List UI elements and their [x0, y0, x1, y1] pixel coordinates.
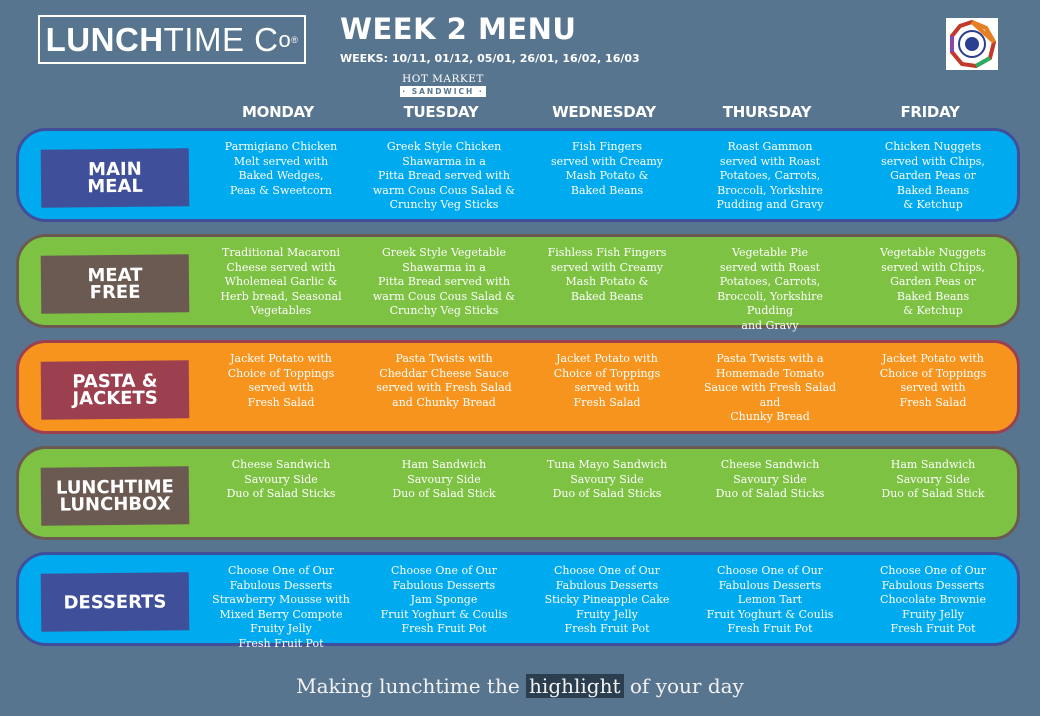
menu-item-lunchtime-lunchbox-friday: Ham Sandwich Savoury Side Duo of Salad S… [881, 458, 985, 500]
menu-item-desserts-monday: Choose One of Our Fabulous Desserts Stra… [212, 564, 350, 650]
menu-item-main-meal-wednesday: Fish Fingers served with Creamy Mash Pot… [551, 140, 663, 197]
day-thursday: THURSDAY [722, 103, 812, 121]
menu-item-desserts-thursday: Choose One of Our Fabulous Desserts Lemo… [706, 564, 834, 635]
tagline-start: Making lunchtime the [296, 674, 527, 698]
logo-text-bold: LUNCH [45, 20, 164, 58]
tagline: Making lunchtime the highlight of your d… [0, 674, 1040, 698]
menu-item-pasta-jackets-thursday: Pasta Twists with a Homemade Tomato Sauc… [703, 352, 837, 423]
tagline-highlight: highlight [526, 674, 624, 698]
day-tuesday: TUESDAY [403, 103, 479, 121]
logo-text-o: o [278, 26, 292, 52]
menu-item-pasta-jackets-tuesday: Pasta Twists with Cheddar Cheese Sauce s… [376, 352, 512, 409]
row-label-main-meal: MAIN MEAL [40, 148, 190, 208]
menu-item-pasta-jackets-friday: Jacket Potato with Choice of Toppings se… [879, 352, 987, 409]
menu-item-lunchtime-lunchbox-monday: Cheese Sandwich Savoury Side Duo of Sala… [226, 458, 336, 500]
menu-item-desserts-tuesday: Choose One of Our Fabulous Desserts Jam … [380, 564, 508, 635]
logo-registered: ® [291, 34, 299, 45]
day-monday: MONDAY [242, 103, 314, 121]
row-label-meat-free: MEAT FREE [40, 254, 190, 314]
menu-row-desserts: DESSERTS Choose One of Our Fabulous Desse… [16, 552, 1020, 650]
menu-item-meat-free-friday: Vegetable Nuggets served with Chips, Gar… [880, 246, 986, 317]
menu-item-main-meal-monday: Parmigiano Chicken Melt served with Bake… [224, 140, 338, 197]
menu-item-meat-free-wednesday: Fishless Fish Fingers served with Creamy… [547, 246, 667, 303]
menu-item-pasta-jackets-wednesday: Jacket Potato with Choice of Toppings se… [553, 352, 661, 409]
row-label-pasta-jackets: PASTA & JACKETS [40, 360, 190, 420]
row-label-lunchtime-lunchbox: LUNCHTIME LUNCHBOX [40, 466, 190, 526]
menu-row-meat-free: MEAT FREE Traditional Macaroni Cheese ser… [16, 234, 1020, 332]
menu-item-lunchtime-lunchbox-wednesday: Tuna Mayo Sandwich Savoury Side Duo of S… [546, 458, 668, 500]
menu-item-main-meal-thursday: Roast Gammon served with Roast Potatoes,… [716, 140, 824, 211]
day-friday: FRIDAY [900, 103, 960, 121]
menu-row-lunchtime-lunchbox: LUNCHTIME LUNCHBOX Cheese Sandwich Savour… [16, 446, 1020, 540]
hot-market-sandwich-logo: HOT MARKET · SANDWICH · [396, 73, 490, 97]
hot-market-text: HOT MARKET [402, 73, 484, 85]
menu-item-meat-free-tuesday: Greek Style Vegetable Shawarma in a Pitt… [372, 246, 516, 317]
menu-item-pasta-jackets-monday: Jacket Potato with Choice of Toppings se… [227, 352, 335, 409]
menu-item-meat-free-monday: Traditional Macaroni Cheese served with … [220, 246, 342, 317]
tagline-end: of your day [623, 674, 744, 698]
menu-item-main-meal-friday: Chicken Nuggets served with Chips, Garde… [881, 140, 985, 211]
sandwich-text: · SANDWICH · [400, 86, 486, 97]
menu-item-desserts-wednesday: Choose One of Our Fabulous Desserts Stic… [544, 564, 670, 635]
menu-item-main-meal-tuesday: Greek Style Chicken Shawarma in a Pitta … [372, 140, 516, 211]
page-title: WEEK 2 MENU [340, 12, 577, 46]
menu-item-lunchtime-lunchbox-thursday: Cheese Sandwich Savoury Side Duo of Sala… [715, 458, 825, 500]
menu-row-main-meal: MAIN MEAL Parmigiano Chicken Melt served … [16, 128, 1020, 222]
menu-item-meat-free-thursday: Vegetable Pie served with Roast Potatoes… [717, 246, 823, 332]
weeks-list: WEEKS: 10/11, 01/12, 05/01, 26/01, 16/02… [340, 52, 640, 65]
school-badge-icon [946, 18, 998, 70]
menu-row-pasta-jackets: PASTA & JACKETS Jacket Potato with Choice… [16, 340, 1020, 434]
day-headers: MONDAY TUESDAY WEDNESDAY THURSDAY FRIDAY [0, 103, 1040, 123]
row-label-desserts: DESSERTS [40, 572, 190, 632]
menu-item-lunchtime-lunchbox-tuesday: Ham Sandwich Savoury Side Duo of Salad S… [392, 458, 496, 500]
logo-text-light: TIME C [163, 20, 279, 58]
menu-item-desserts-friday: Choose One of Our Fabulous Desserts Choc… [879, 564, 987, 635]
day-wednesday: WEDNESDAY [552, 103, 656, 121]
